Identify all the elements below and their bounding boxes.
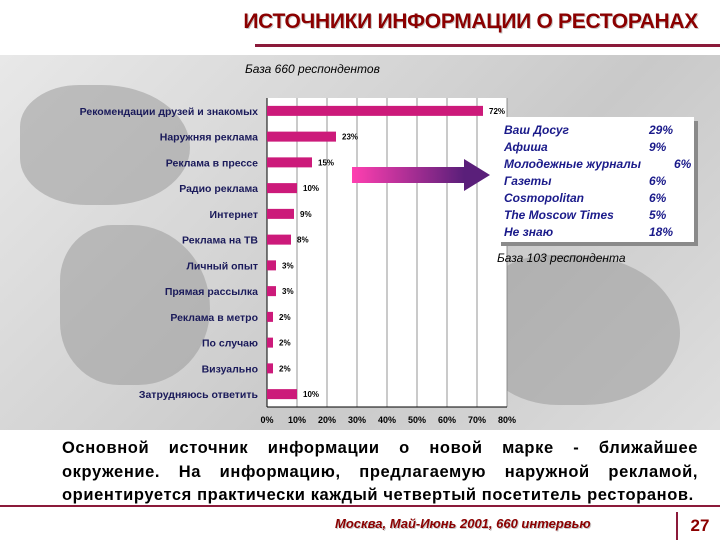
x-tick-label: 10% bbox=[288, 415, 306, 425]
category-label: Прямая рассылка bbox=[165, 286, 258, 298]
press-item-value: 18% bbox=[649, 225, 674, 239]
chart-grid bbox=[266, 98, 508, 408]
background-shape bbox=[480, 255, 680, 405]
x-tick-label: 20% bbox=[318, 415, 336, 425]
x-tick-label: 60% bbox=[438, 415, 456, 425]
press-item-name: Газеты bbox=[504, 174, 552, 188]
press-item-name: Не знаю bbox=[504, 225, 554, 239]
bar bbox=[267, 131, 336, 142]
footer-rule bbox=[0, 505, 720, 507]
x-tick-label: 40% bbox=[378, 415, 396, 425]
category-label: По случаю bbox=[202, 338, 258, 350]
chart-x-ticks: 0% 10% 20% 30% 40% 50% 60% 70% 80% bbox=[260, 415, 516, 425]
press-item-value: 6% bbox=[649, 191, 667, 205]
data-label: 2% bbox=[279, 364, 291, 373]
press-item-value: 6% bbox=[674, 157, 692, 171]
category-label: Реклама в метро bbox=[170, 312, 258, 324]
bar bbox=[267, 183, 297, 194]
chart-bars bbox=[267, 105, 483, 400]
press-item-value: 6% bbox=[649, 174, 667, 188]
bar bbox=[267, 208, 294, 219]
background-shape bbox=[20, 85, 190, 205]
background-shape bbox=[60, 225, 210, 385]
footer-note: Москва, Май-Июнь 2001, 660 интервью bbox=[335, 516, 591, 531]
data-label: 2% bbox=[279, 339, 291, 348]
category-label: Рекомендации друзей и знакомых bbox=[80, 106, 259, 118]
bar bbox=[267, 157, 312, 168]
bar bbox=[267, 311, 273, 322]
press-item-name: The Moscow Times bbox=[504, 208, 614, 222]
data-label: 15% bbox=[318, 158, 334, 167]
chart-data-labels: 72% 23% 15% 10% 9% 8% 3% 3% 2% 2% 2% 10% bbox=[279, 107, 505, 399]
press-item-name: Cosmopolitan bbox=[504, 191, 584, 205]
page-number: 27 bbox=[676, 512, 720, 540]
x-tick-label: 70% bbox=[468, 415, 486, 425]
press-item-name: Ваш Досуг bbox=[504, 123, 569, 137]
chart-category-labels: Рекомендации друзей и знакомых Наружняя р… bbox=[80, 106, 259, 401]
arrow-shaft bbox=[352, 167, 464, 183]
category-label: Наружняя реклама bbox=[160, 132, 258, 144]
x-tick-label: 80% bbox=[498, 415, 516, 425]
title-underline bbox=[255, 44, 720, 47]
legend-arrow bbox=[352, 159, 490, 191]
category-label: Радио реклама bbox=[179, 183, 258, 195]
data-label: 8% bbox=[297, 236, 309, 245]
bar bbox=[267, 286, 276, 297]
category-label: Интернет bbox=[210, 209, 258, 221]
arrow-head bbox=[464, 159, 490, 191]
bar bbox=[267, 260, 276, 271]
bar bbox=[267, 337, 273, 348]
category-label: Реклама в прессе bbox=[166, 157, 258, 169]
data-label: 10% bbox=[303, 390, 319, 399]
data-label: 2% bbox=[279, 313, 291, 322]
page-title: ИСТОЧНИКИ ИНФОРМАЦИИ О РЕСТОРАНАХ bbox=[243, 10, 698, 33]
category-label: Реклама на ТВ bbox=[182, 235, 258, 247]
bar bbox=[267, 234, 291, 245]
category-label: Затрудняюсь ответить bbox=[139, 389, 259, 401]
summary-paragraph: Основной источник информации о новой мар… bbox=[62, 439, 698, 504]
bar bbox=[267, 105, 483, 116]
data-label: 10% bbox=[303, 184, 319, 193]
press-item-value: 29% bbox=[649, 123, 674, 137]
data-label: 3% bbox=[282, 261, 294, 270]
data-label: 72% bbox=[489, 107, 505, 116]
x-tick-label: 0% bbox=[260, 415, 273, 425]
press-item-name: Афиша bbox=[504, 140, 548, 154]
data-label: 3% bbox=[282, 287, 294, 296]
x-tick-label: 50% bbox=[408, 415, 426, 425]
data-label: 23% bbox=[342, 133, 358, 142]
base-secondary-note: База 103 респондента bbox=[497, 251, 626, 265]
base-main-note: База 660 респондентов bbox=[245, 62, 380, 76]
data-label: 9% bbox=[300, 210, 312, 219]
category-label: Визуально bbox=[202, 363, 258, 375]
bar bbox=[267, 363, 273, 374]
category-label: Личный опыт bbox=[187, 260, 258, 272]
x-tick-label: 30% bbox=[348, 415, 366, 425]
press-item-value: 9% bbox=[649, 140, 667, 154]
press-item-value: 5% bbox=[649, 208, 667, 222]
bar bbox=[267, 389, 297, 400]
bar-chart: Рекомендации друзей и знакомых Наружняя р… bbox=[80, 98, 516, 425]
press-breakdown-box: Ваш Досуг 29% Афиша 9% Молодежные журнал… bbox=[497, 117, 694, 242]
press-item-name: Молодежные журналы bbox=[504, 157, 642, 171]
